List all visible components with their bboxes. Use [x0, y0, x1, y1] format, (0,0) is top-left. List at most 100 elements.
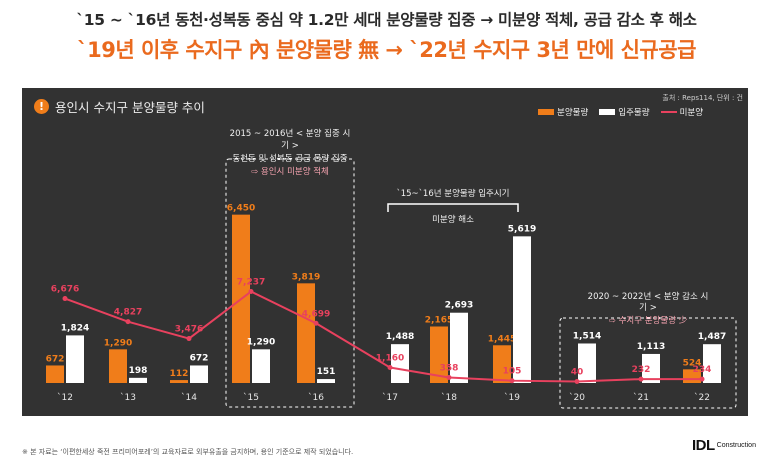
label-unsold-9: 232: [632, 365, 651, 375]
bar-movein-8: [578, 343, 596, 383]
exclamation-icon: !: [34, 99, 49, 114]
label-supply-1: 1,290: [104, 338, 132, 348]
bar-supply-7: [493, 345, 511, 383]
x-tick-label-4: `16: [308, 392, 324, 403]
panel-title: ! 용인시 수지구 분양물량 추이: [34, 97, 205, 116]
label-movein-7: 5,619: [508, 224, 536, 234]
x-tick-label-3: `15: [243, 392, 259, 403]
x-tick-label-9: `21: [633, 392, 649, 403]
legend-label-movein: 입주물량: [618, 108, 650, 118]
annotation-1-line-3: 동천동 및 성복동 공급 물량 집중: [232, 153, 347, 164]
label-unsold-4: 4,699: [302, 309, 330, 319]
label-supply-7: 1,445: [488, 334, 516, 344]
line-unsold: [64, 290, 703, 383]
point-unsold-4: [313, 320, 319, 326]
point-unsold-8: [574, 379, 580, 384]
point-unsold-3: [248, 289, 254, 295]
label-movein-10: 1,487: [698, 332, 726, 342]
legend-swatch-unsold: [660, 111, 677, 113]
label-movein-8: 1,514: [573, 331, 601, 341]
label-unsold-2: 3,476: [175, 325, 203, 335]
point-unsold-7: [509, 378, 515, 384]
legend-label-supply: 분양물량: [557, 108, 589, 118]
point-unsold-1: [125, 319, 131, 325]
bar-movein-9: [642, 353, 660, 383]
logo-subtitle: Construction: [716, 442, 756, 449]
legend-label-unsold: 미분양: [679, 108, 704, 118]
annotation-1-line-2: 기 >: [281, 141, 299, 151]
label-movein-4: 151: [317, 367, 336, 377]
bar-supply-4: [297, 283, 315, 383]
source-note: 출처 : Reps114, 단위 : 건: [662, 94, 743, 102]
bar-supply-2: [170, 380, 188, 383]
label-movein-1: 198: [129, 366, 148, 376]
label-supply-0: 672: [46, 354, 65, 364]
annotation-2-highlight: 미분양 해소: [432, 214, 474, 225]
label-supply-4: 3,819: [292, 272, 320, 282]
label-movein-5: 1,488: [386, 332, 414, 342]
label-supply-3: 6,450: [227, 204, 255, 214]
x-tick-label-5: `17: [382, 392, 398, 403]
label-unsold-3: 7,237: [237, 278, 265, 288]
annotation-3-line-1: 2020 ~ 2022년 < 분양 감소 시: [588, 291, 709, 302]
bar-movein-1: [129, 377, 147, 383]
company-logo: IDL Construction: [692, 438, 756, 454]
label-supply-10: 524: [683, 358, 702, 368]
bar-movein-4: [317, 379, 335, 383]
logo-mark: IDL: [692, 437, 715, 454]
bar-movein-5: [391, 344, 409, 383]
point-unsold-0: [62, 296, 68, 302]
bar-movein-10: [703, 344, 721, 383]
point-unsold-2: [186, 336, 192, 342]
annotation-box-2020-2022: [559, 317, 737, 409]
annotation-3-line-2: 기 >: [639, 303, 657, 313]
label-movein-2: 672: [190, 353, 209, 363]
annotation-1-highlight: ⇨ 용인시 미분양 적체: [251, 166, 329, 177]
label-movein-9: 1,113: [637, 342, 665, 352]
label-unsold-8: 40: [571, 368, 584, 378]
bar-movein-7: [513, 236, 531, 383]
point-unsold-5: [387, 365, 393, 370]
chart-legend: 분양물량 입주물량 미분양: [538, 106, 703, 118]
legend-item-supply: 분양물량: [538, 106, 588, 118]
label-supply-6: 2,165: [425, 315, 453, 325]
bar-supply-0: [46, 365, 64, 383]
annotation-2-line-1: `15~`16년 분양물량 입주시기: [396, 188, 509, 199]
bar-supply-6: [430, 326, 448, 383]
bar-supply-1: [109, 349, 127, 383]
x-tick-label-1: `13: [120, 392, 136, 403]
point-unsold-6: [446, 375, 452, 381]
label-unsold-7: 105: [503, 367, 522, 377]
bar-movein-3: [252, 349, 270, 383]
label-movein-0: 1,824: [61, 323, 89, 333]
x-tick-label-7: `19: [504, 392, 520, 403]
bar-movein-0: [66, 335, 84, 383]
panel-title-text: 용인시 수지구 분양물량 추이: [55, 100, 205, 115]
label-unsold-5: 1,160: [376, 354, 404, 364]
annotation-3-highlight: ⇨ 수지구 분양물량 少: [609, 315, 688, 326]
annotation-box-2015-2016: [225, 158, 355, 408]
x-tick-label-6: `18: [441, 392, 457, 403]
point-unsold-9: [638, 376, 644, 382]
label-movein-6: 2,693: [445, 301, 473, 311]
legend-item-unsold: 미분양: [660, 106, 704, 118]
x-tick-label-8: `20: [569, 392, 585, 403]
chart-panel: [22, 88, 748, 416]
legend-item-movein: 입주물량: [599, 106, 650, 118]
legend-swatch-movein: [599, 109, 616, 115]
x-tick-label-10: `22: [694, 392, 710, 403]
x-tick-label-2: `14: [181, 392, 197, 403]
label-unsold-0: 6,676: [51, 285, 79, 295]
legend-swatch-supply: [538, 109, 554, 115]
bar-movein-6: [450, 312, 468, 383]
x-tick-label-0: `12: [57, 392, 73, 403]
point-unsold-10: [699, 376, 705, 382]
label-movein-3: 1,290: [247, 337, 275, 347]
annotation-bracket-movein: [387, 203, 519, 212]
label-unsold-10: 234: [693, 365, 712, 375]
label-supply-2: 112: [170, 369, 189, 379]
headline-primary: `15 ~ `16년 동천·성복동 중심 약 1.2만 세대 분양물량 집중 →…: [76, 11, 697, 29]
footnote: ※ 본 자료는 ‘이편한세상 죽전 프리미어포레’의 교육자료로 외부유출을 금…: [22, 448, 354, 456]
headline-secondary: `19년 이후 수지구 內 분양물량 無 → `22년 수지구 3년 만에 신규…: [77, 38, 696, 62]
